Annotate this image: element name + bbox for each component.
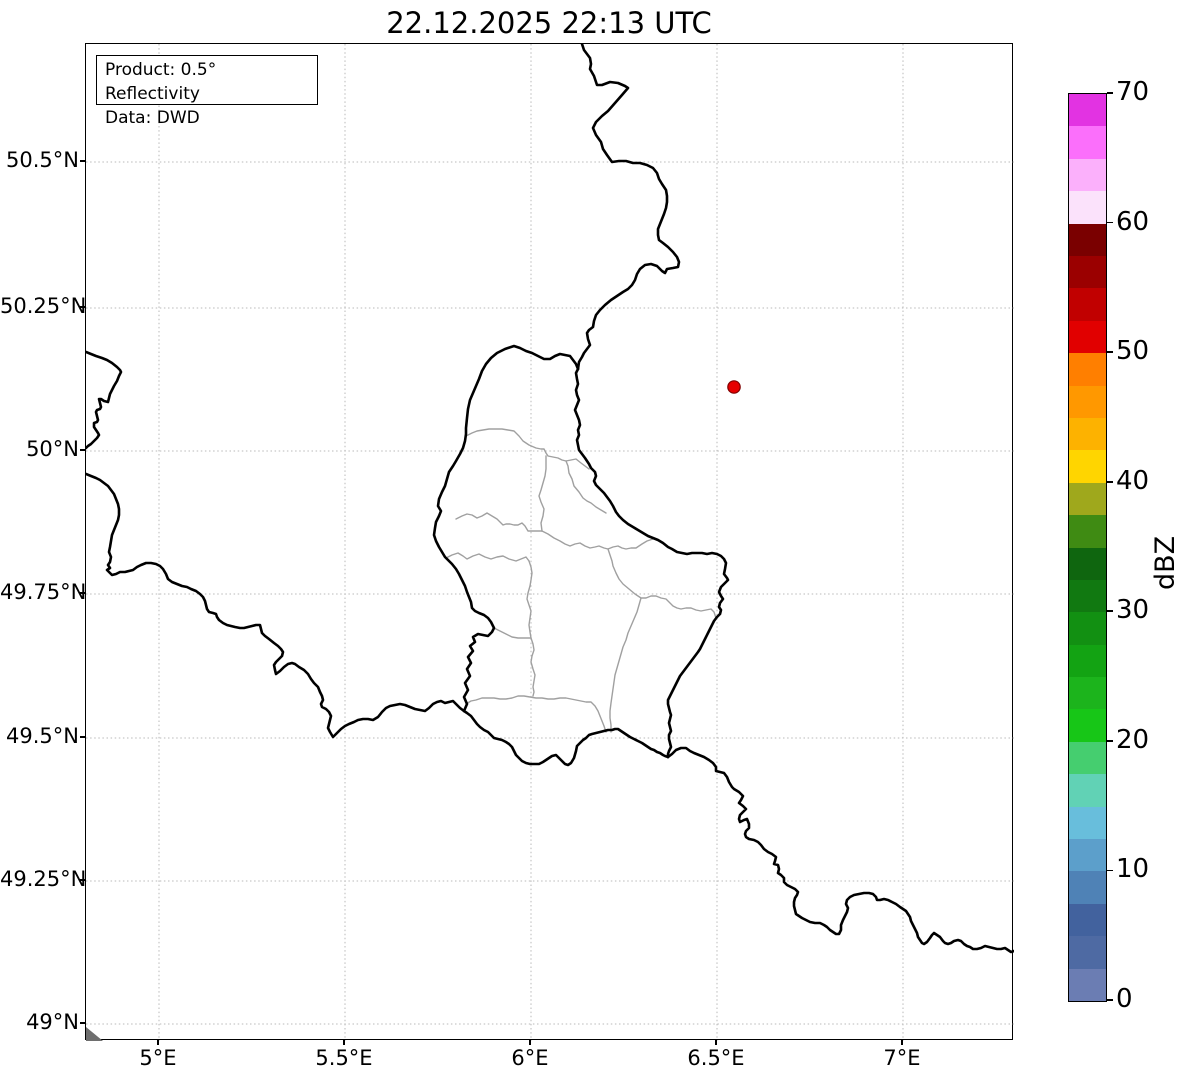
colorbar-unit-label: dBZ [1150,535,1181,590]
colorbar-segment [1069,287,1106,321]
y-tick-label: 49°N [26,1010,79,1034]
colorbar-tick-mark [1106,999,1113,1001]
x-tick-mark [529,1040,531,1045]
colorbar-segment [1069,223,1106,256]
colorbar-segment [1069,676,1106,710]
y-tick-label: 50°N [26,437,79,461]
colorbar-segment [1069,935,1106,969]
x-tick-mark [901,1040,903,1045]
canton-line-central-vertical [526,560,536,697]
x-tick-mark [157,1040,159,1045]
map-plot-area [85,43,1014,1041]
colorbar-segment [1069,870,1106,904]
x-tick-mark [715,1040,717,1045]
colorbar-segment [1069,482,1106,516]
colorbar-segment [1069,320,1106,354]
luxembourg-france-border [462,709,670,767]
colorbar-tick-mark [1106,92,1113,94]
canton-line-redange-south [445,552,530,562]
colorbar-segment [1069,708,1106,742]
colorbar-tick-label: 50 [1116,336,1150,367]
colorbar-tick-label: 30 [1116,595,1150,626]
colorbar-segment [1069,579,1106,613]
y-tick-mark [80,449,85,451]
colorbar-tick-mark [1106,869,1113,872]
canton-line-capellen-mid [493,627,532,639]
canton-line-clervaux-south [465,428,590,470]
canton-line-esch [465,695,607,733]
map-canvas [86,44,1014,1041]
colorbar-tick-label: 20 [1116,724,1150,755]
belgium-germany-border [576,44,681,371]
x-tick-mark [343,1040,345,1045]
colorbar-tick-label: 0 [1116,984,1133,1014]
colorbar-tick-mark [1106,480,1113,483]
luxembourg-belgium-border [432,344,580,713]
colorbar-segment [1069,903,1106,937]
y-tick-label: 49.25°N [0,867,87,891]
x-tick-label: 6.5°E [687,1046,745,1070]
colorbar-tick-label: 40 [1116,465,1150,496]
y-tick-mark [80,306,85,308]
y-tick-mark [80,879,85,881]
x-tick-label: 5.5°E [315,1046,373,1070]
canton-line-remich [609,597,642,733]
radar-site-marker [727,380,741,394]
colorbar-tick-mark [1106,351,1113,353]
colorbar-segment [1069,449,1106,483]
colorbar-segment [1069,93,1106,127]
x-tick-label: 5°E [139,1046,177,1070]
y-tick-label: 50.25°N [0,294,87,318]
colorbar-segment [1069,611,1106,645]
y-tick-mark [80,592,85,594]
y-tick-label: 50.5°N [6,148,79,172]
canton-line-grevenmacher [607,548,717,619]
product-line: Product: 0.5° Reflectivity [105,60,217,105]
colorbar-segment [1069,773,1106,807]
canton-line-wiltz-east [538,455,547,532]
y-tick-mark [80,160,85,162]
colorbar-segment [1069,352,1106,386]
colorbar-segment [1069,547,1106,580]
y-tick-label: 49.75°N [0,580,87,604]
colorbar-tick-mark [1106,740,1113,742]
colorbar-segment [1069,158,1106,192]
luxembourg-germany-border [573,367,730,759]
colorbar-segment [1069,514,1106,548]
data-source-line: Data: DWD [105,108,200,129]
colorbar-tick-mark [1106,610,1113,613]
colorbar-tick-label: 70 [1116,77,1150,107]
colorbar-segment [1069,838,1106,872]
canton-line-diekirch-south [541,530,654,550]
colorbar-segment [1069,806,1106,840]
colorbar-segment [1069,644,1106,678]
border-fragment-wedge [86,1027,103,1041]
y-tick-mark [80,736,85,738]
colorbar-segment [1069,968,1106,1001]
canton-line-wiltz-south [455,512,543,532]
colorbar-segment [1069,417,1106,451]
figure-title: 22.12.2025 22:13 UTC [386,6,712,40]
colorbar [1068,93,1107,1002]
belgium-france-border [86,472,466,739]
colorbar-segment [1069,190,1106,224]
y-tick-label: 49.5°N [6,724,79,748]
x-tick-label: 6°E [511,1046,549,1070]
canton-line-vianden [565,460,607,514]
colorbar-segment [1069,125,1106,159]
france-germany-border [666,746,1014,954]
x-tick-label: 7°E [883,1046,921,1070]
colorbar-tick-label: 60 [1116,206,1150,237]
product-annotation-box: Product: 0.5° Reflectivity Data: DWD [96,55,318,128]
colorbar-segment [1069,741,1106,775]
colorbar-segment [1069,385,1106,418]
givet-salient-border [86,350,123,450]
y-tick-mark [80,1022,85,1024]
colorbar-segment [1069,255,1106,289]
colorbar-tick-mark [1106,221,1113,224]
colorbar-tick-label: 10 [1116,854,1150,885]
